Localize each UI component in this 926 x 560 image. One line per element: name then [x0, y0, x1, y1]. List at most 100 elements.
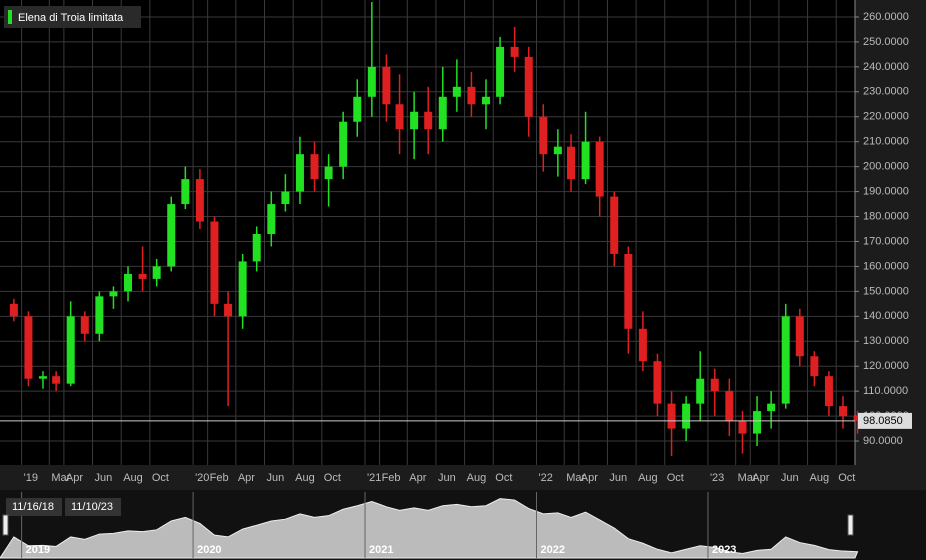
candle-body — [653, 361, 662, 404]
candles: 98.0850 — [0, 1, 912, 457]
x-tick-label: '20 — [195, 472, 209, 484]
x-tick-label: Aug — [638, 472, 658, 484]
candle-body — [696, 378, 705, 404]
x-tick-label: Apr — [66, 472, 83, 484]
candle-body — [52, 376, 61, 384]
x-tick-label: Apr — [409, 472, 426, 484]
candle-body — [267, 204, 276, 234]
x-tick-label: Apr — [581, 472, 598, 484]
candle-body — [181, 179, 190, 205]
x-tick-label: Apr — [752, 472, 769, 484]
candle-body — [624, 253, 633, 329]
candle-body — [667, 403, 676, 429]
x-tick-label: Oct — [152, 472, 169, 484]
navigator-area — [0, 498, 859, 559]
candle-body — [452, 86, 461, 97]
candle-body — [80, 316, 89, 334]
x-tick-label: '19 — [24, 472, 38, 484]
x-tick-label: Aug — [295, 472, 315, 484]
y-axis-panel — [855, 0, 926, 465]
candle-body — [638, 328, 647, 362]
candle-body — [238, 261, 247, 317]
candle-body — [66, 316, 75, 384]
candle-body — [281, 191, 290, 205]
candle-body — [124, 273, 133, 292]
candle-body — [367, 66, 376, 97]
navigator-end-box — [65, 498, 121, 516]
candle-body — [410, 111, 419, 130]
navigator-year-label: 2020 — [197, 544, 221, 556]
y-tick-label: 220.0000 — [863, 111, 909, 123]
candle-body — [510, 46, 519, 57]
candle-body — [167, 204, 176, 267]
y-tick-label: 140.0000 — [863, 310, 909, 322]
x-tick-label: Aug — [810, 472, 830, 484]
candle-body — [824, 376, 833, 407]
y-tick-label: 180.0000 — [863, 210, 909, 222]
x-tick-label: Oct — [495, 472, 512, 484]
candle-body — [224, 303, 233, 317]
x-tick-label: Oct — [324, 472, 341, 484]
x-axis-panel — [0, 465, 926, 490]
last-price-box — [858, 412, 912, 429]
candle-body — [38, 376, 47, 379]
candle-body — [753, 411, 762, 434]
y-tick-label: 160.0000 — [863, 260, 909, 272]
x-tick-label: '22 — [538, 472, 552, 484]
overlay: Elena di Troia limitata — [4, 6, 141, 28]
navigator-year-label: 2019 — [26, 544, 50, 556]
candle-body — [324, 166, 333, 180]
navigator-year-label: 2021 — [369, 544, 393, 556]
y-tick-label: 190.0000 — [863, 185, 909, 197]
legend-label: Elena di Troia limitata — [18, 12, 124, 24]
candle-body — [424, 111, 433, 130]
candle-body — [539, 116, 548, 155]
candle-body — [252, 233, 261, 262]
candle-body — [353, 96, 362, 122]
navigator-year-label: 2022 — [540, 544, 564, 556]
y-tick-label: 150.0000 — [863, 285, 909, 297]
candle-body — [610, 196, 619, 254]
candle-body — [481, 96, 490, 105]
candle-body — [395, 104, 404, 130]
y-tick-label: 230.0000 — [863, 86, 909, 98]
y-tick-label: 260.0000 — [863, 11, 909, 23]
navigator-handle-right[interactable] — [847, 514, 854, 536]
candle-body — [339, 121, 348, 167]
candle-body — [109, 291, 118, 297]
y-tick-label: 240.0000 — [863, 61, 909, 73]
candle-body — [210, 221, 219, 304]
candle-body — [553, 146, 562, 155]
x-tick-label: Jun — [438, 472, 456, 484]
candle-body — [138, 273, 147, 279]
navigator: 2019 2020 2021 2022 2023 11/16/18 11/10/23 — [0, 492, 859, 559]
candle-body — [810, 356, 819, 377]
x-tick-label: Oct — [838, 472, 855, 484]
x-tick-label: '21 — [367, 472, 381, 484]
navigator-handle-left[interactable] — [2, 514, 9, 536]
x-tick-label: Feb — [210, 472, 229, 484]
navigator-start-label: 11/16/18 — [12, 501, 54, 513]
candle-body — [9, 303, 18, 317]
candle-body — [95, 296, 104, 334]
candle-body — [853, 416, 862, 421]
x-tick-label: Apr — [238, 472, 255, 484]
candle-body — [24, 316, 33, 379]
candle-body — [767, 403, 776, 412]
candle-body — [467, 86, 476, 105]
x-tick-label: Aug — [123, 472, 143, 484]
x-tick-label: Jun — [781, 472, 799, 484]
candle-body — [710, 378, 719, 392]
last-price-label: 98.0850 — [863, 415, 903, 427]
candle-body — [195, 179, 204, 222]
candle-body — [682, 403, 691, 429]
candle-body — [496, 46, 505, 97]
candle-body — [795, 316, 804, 357]
candle-body — [152, 266, 161, 279]
candle-body — [524, 56, 533, 117]
y-tick-label: 170.0000 — [863, 235, 909, 247]
y-tick-label: 200.0000 — [863, 161, 909, 173]
candle-body — [310, 154, 319, 180]
candle-body — [581, 141, 590, 180]
